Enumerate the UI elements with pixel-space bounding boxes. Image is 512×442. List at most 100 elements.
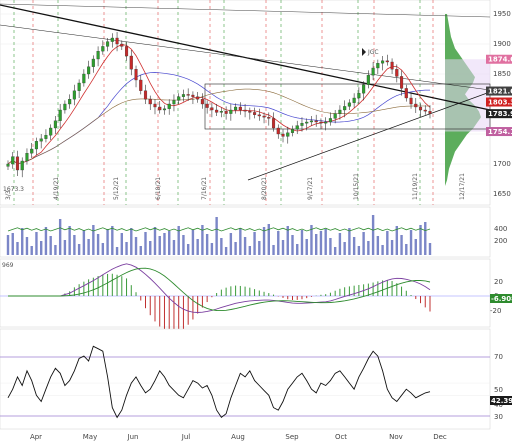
- month-label: May: [83, 433, 97, 441]
- volume-bar: [39, 241, 43, 255]
- candle-body: [295, 125, 299, 130]
- candle-body: [362, 84, 366, 94]
- candle-body: [134, 69, 138, 81]
- volume-average-line: [7, 227, 431, 232]
- month-label: Aug: [231, 433, 245, 441]
- volume-bar: [196, 239, 199, 255]
- candle-body: [347, 102, 351, 107]
- volume-bar: [386, 231, 389, 255]
- macd-left-label: 969: [2, 262, 14, 269]
- candle-body: [333, 113, 337, 119]
- macd-tick-20: 20: [494, 278, 503, 286]
- candle-body: [139, 79, 143, 91]
- candle-body: [30, 148, 34, 154]
- candle-body: [319, 121, 323, 124]
- volume-bar: [371, 215, 375, 255]
- volume-bar: [310, 225, 313, 255]
- candle-body: [409, 97, 413, 105]
- candle-body: [191, 94, 195, 97]
- candle-body: [172, 100, 176, 105]
- candle-body: [418, 106, 423, 111]
- candle-body: [25, 153, 29, 162]
- candle-body: [91, 58, 95, 67]
- month-label: Jun: [127, 433, 139, 441]
- volume-bar: [362, 232, 365, 255]
- volume-bar: [338, 233, 342, 255]
- candle-body: [371, 67, 375, 76]
- volume-bar: [319, 231, 323, 255]
- macd-value-badge-bg: [490, 294, 512, 303]
- macd-panel: 969 20 0 -20 -6.908: [0, 258, 512, 334]
- price-badge-bg: [486, 97, 512, 107]
- candle-body: [257, 114, 261, 117]
- volume-bar: [144, 232, 147, 255]
- trendline-rising: [247, 91, 491, 181]
- volume-bar: [168, 231, 171, 255]
- price-badge-label: 1803.3: [488, 99, 512, 107]
- price-tick-label: 1950: [493, 10, 511, 18]
- candle-body: [124, 46, 129, 57]
- volume-bar: [243, 237, 247, 255]
- date-label: 3/3: [5, 190, 12, 200]
- price-badge-label: 1821.6: [488, 88, 512, 96]
- macd-value-badge: -6.908: [491, 295, 512, 303]
- candle-body: [395, 69, 399, 77]
- date-label: 10/15/21: [353, 173, 360, 200]
- volume-bar: [267, 224, 270, 255]
- volume-bar: [35, 232, 38, 255]
- volume-bar: [419, 225, 422, 255]
- osc-tick-50: 50: [494, 386, 503, 394]
- candle-body: [290, 129, 295, 133]
- volume-bar: [220, 238, 223, 255]
- volume-bar: [277, 231, 280, 255]
- candle-body: [153, 103, 157, 108]
- candle-body: [281, 133, 285, 137]
- volume-bar: [296, 244, 299, 255]
- volume-bar: [30, 246, 33, 255]
- volume-bar: [428, 243, 432, 255]
- volume-bar: [16, 242, 19, 255]
- candle-body: [115, 37, 119, 45]
- month-label: Sep: [285, 433, 299, 441]
- candle-body: [101, 46, 105, 52]
- volume-bar: [139, 246, 142, 255]
- candle-body: [404, 88, 408, 99]
- date-labels: 3/3 4/19/21 5/12/21 6/18/21 7/16/21 8/20/21 9/…: [5, 173, 466, 200]
- volume-bar: [215, 217, 218, 255]
- volume-bar: [44, 227, 48, 255]
- price-badge-bg: [486, 109, 512, 119]
- candle-body: [58, 109, 62, 121]
- candle-body: [215, 109, 219, 113]
- volume-bar: [357, 246, 361, 255]
- candle-body: [167, 103, 171, 109]
- volume-bar: [58, 219, 62, 255]
- volume-bar: [73, 235, 76, 255]
- candle-body: [357, 93, 361, 99]
- volume-bar: [120, 233, 123, 255]
- volume-bar: [54, 245, 57, 255]
- candle-body: [143, 90, 148, 100]
- date-label: 4/19/21: [53, 177, 60, 200]
- candle-body: [158, 106, 162, 111]
- volume-bar: [367, 241, 370, 255]
- volume-bar: [253, 232, 256, 255]
- volume-bar: [21, 228, 24, 255]
- date-label: 8/20/21: [261, 177, 268, 200]
- macd-histogram: [64, 273, 431, 334]
- candle-body: [11, 156, 15, 165]
- volume-bar: [315, 234, 318, 255]
- price-badge-label: 1754.1: [488, 128, 512, 136]
- candle-body: [352, 97, 356, 103]
- volume-bar: [405, 244, 408, 255]
- volume-bar: [300, 230, 304, 255]
- candle-body: [6, 163, 10, 167]
- candle-body: [366, 75, 370, 85]
- volume-bar: [395, 226, 399, 255]
- price-tick-label: 1900: [493, 40, 511, 48]
- date-label: 5/12/21: [113, 177, 120, 200]
- volume-bar: [158, 236, 161, 255]
- volume-bar: [205, 234, 209, 255]
- candle-body: [428, 111, 432, 114]
- ma-brown-line: [7, 88, 431, 165]
